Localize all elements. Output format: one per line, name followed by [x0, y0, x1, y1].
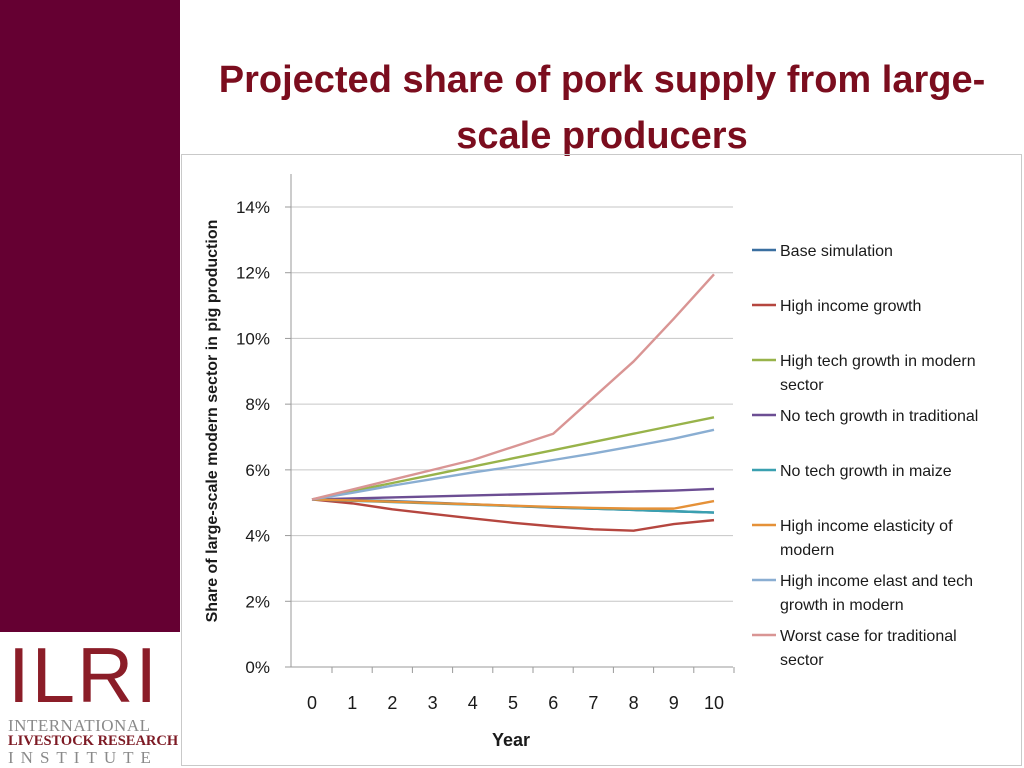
logo-line-institute: INSTITUTE [8, 748, 158, 767]
x-tick-label: 3 [428, 693, 438, 713]
legend-label-4: No tech growth in maize [780, 463, 952, 480]
y-tick-label: 8% [245, 395, 270, 414]
x-tick-label: 10 [704, 693, 724, 713]
legend-label-6: growth in modern [780, 597, 904, 614]
legend-label-5: High income elasticity of [780, 518, 953, 535]
x-tick-label: 6 [548, 693, 558, 713]
logo-line-livestock-research: LIVESTOCK RESEARCH [8, 733, 179, 749]
x-tick-label: 9 [669, 693, 679, 713]
svg-text:ILRI: ILRI [8, 636, 159, 716]
y-axis-title: Share of large-scale modern sector in pi… [204, 220, 221, 623]
x-tick-label: 0 [307, 693, 317, 713]
y-tick-label: 0% [245, 658, 270, 677]
slide-title-line2: scale producers [456, 115, 748, 157]
legend-label-2: sector [780, 377, 824, 394]
x-axis-title: Year [492, 730, 530, 750]
x-tick-label: 4 [468, 693, 478, 713]
legend-label-2: High tech growth in modern [780, 353, 976, 370]
series-line-3 [311, 487, 715, 501]
legend-label-6: High income elast and tech [780, 573, 973, 590]
legend-label-0: Base simulation [780, 243, 893, 260]
series-line-6 [311, 428, 715, 501]
ilri-logo-mark: ILRI [8, 636, 159, 716]
x-tick-label: 8 [629, 693, 639, 713]
x-tick-label: 2 [387, 693, 397, 713]
series-line-1 [311, 498, 715, 532]
series-line-5 [311, 498, 715, 510]
y-tick-label: 4% [245, 527, 270, 546]
y-tick-label: 2% [245, 592, 270, 611]
y-tick-label: 12% [236, 264, 270, 283]
legend-label-3: No tech growth in traditional [780, 408, 978, 425]
chart-frame [181, 154, 1022, 766]
sidebar-band [0, 0, 180, 632]
ilri-logo: ILRI INTERNATIONAL LIVESTOCK RESEARCH IN… [0, 632, 180, 768]
x-tick-label: 7 [588, 693, 598, 713]
legend-label-1: High income growth [780, 298, 921, 315]
y-tick-label: 6% [245, 461, 270, 480]
logo-line-international: INTERNATIONAL [8, 716, 151, 735]
slide-title-line1: Projected share of pork supply from larg… [218, 59, 986, 101]
legend-label-5: modern [780, 542, 834, 559]
slide-title: Projected share of pork supply from larg… [190, 52, 1014, 164]
series-line-2 [311, 416, 715, 501]
x-tick-label: 1 [347, 693, 357, 713]
y-tick-label: 14% [236, 198, 270, 217]
legend-label-7: sector [780, 652, 824, 669]
y-tick-label: 10% [236, 329, 270, 348]
legend-label-7: Worst case for traditional [780, 628, 957, 645]
series-line-7 [311, 273, 715, 501]
x-tick-label: 5 [508, 693, 518, 713]
